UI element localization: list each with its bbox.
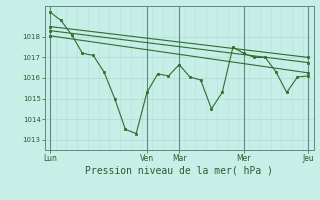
X-axis label: Pression niveau de la mer( hPa ): Pression niveau de la mer( hPa ) bbox=[85, 166, 273, 176]
